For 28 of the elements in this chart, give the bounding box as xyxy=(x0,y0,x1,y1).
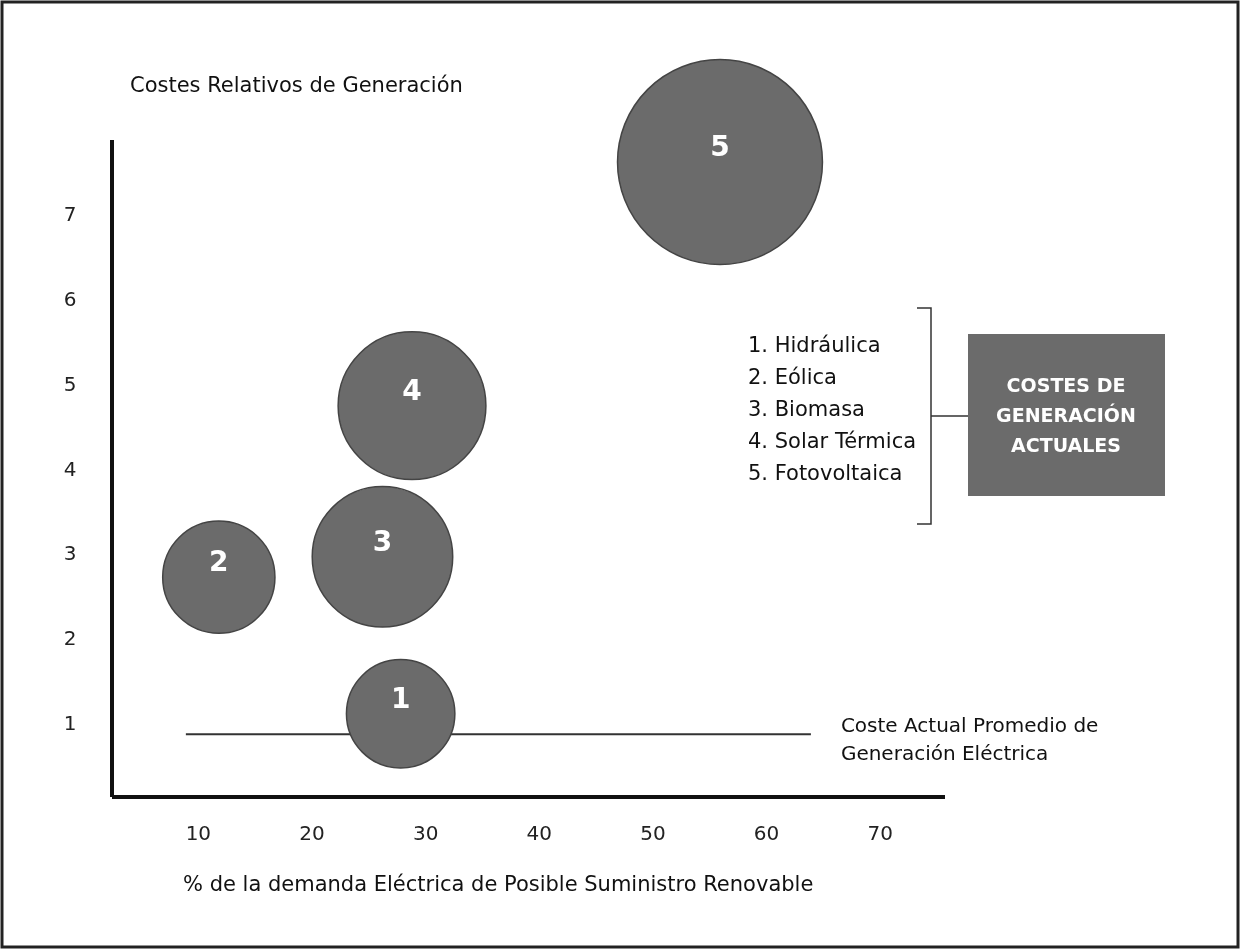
y-tick-label: 2 xyxy=(63,626,77,651)
y-tick-label: 1 xyxy=(63,711,77,736)
x-tick-label: 70 xyxy=(867,821,893,845)
x-tick-label: 10 xyxy=(185,821,212,845)
annotation: 3. Biomasa xyxy=(748,397,865,421)
annotation: 2 xyxy=(209,545,229,579)
annotation: 2. Eólica xyxy=(748,365,837,389)
annotation: 4. Solar Térmica xyxy=(748,429,917,453)
y-tick-label: 6 xyxy=(63,286,77,311)
x-tick-label: 50 xyxy=(640,821,666,845)
annotation: 5. Fotovoltaica xyxy=(748,461,903,485)
x-axis-title: % de la demanda Eléctrica de Posible Suministro Renovable xyxy=(183,872,814,896)
annotation: 5 xyxy=(710,130,730,164)
y-tick-label: 4 xyxy=(63,456,77,481)
x-tick-label: 40 xyxy=(526,821,553,845)
y-axis-title: Costes Relativos de Generación xyxy=(130,73,463,97)
x-tick-label: 30 xyxy=(412,821,439,845)
y-tick-label: 3 xyxy=(63,541,77,566)
series-label: Coste Actual Promedio de Generación Eléctrica xyxy=(840,713,1099,766)
y-tick-label: 5 xyxy=(63,371,77,396)
annotation: 4 xyxy=(402,373,422,407)
text: COSTES DE GENERACIÓN ACTUALES xyxy=(996,374,1136,456)
annotation: 1. Hidráulica xyxy=(748,333,881,357)
x-tick-label: 60 xyxy=(753,821,780,845)
annotation: 3 xyxy=(372,524,393,558)
x-tick-label: 20 xyxy=(299,821,325,845)
y-tick-label: 7 xyxy=(63,201,77,226)
annotation: 1 xyxy=(390,681,411,715)
